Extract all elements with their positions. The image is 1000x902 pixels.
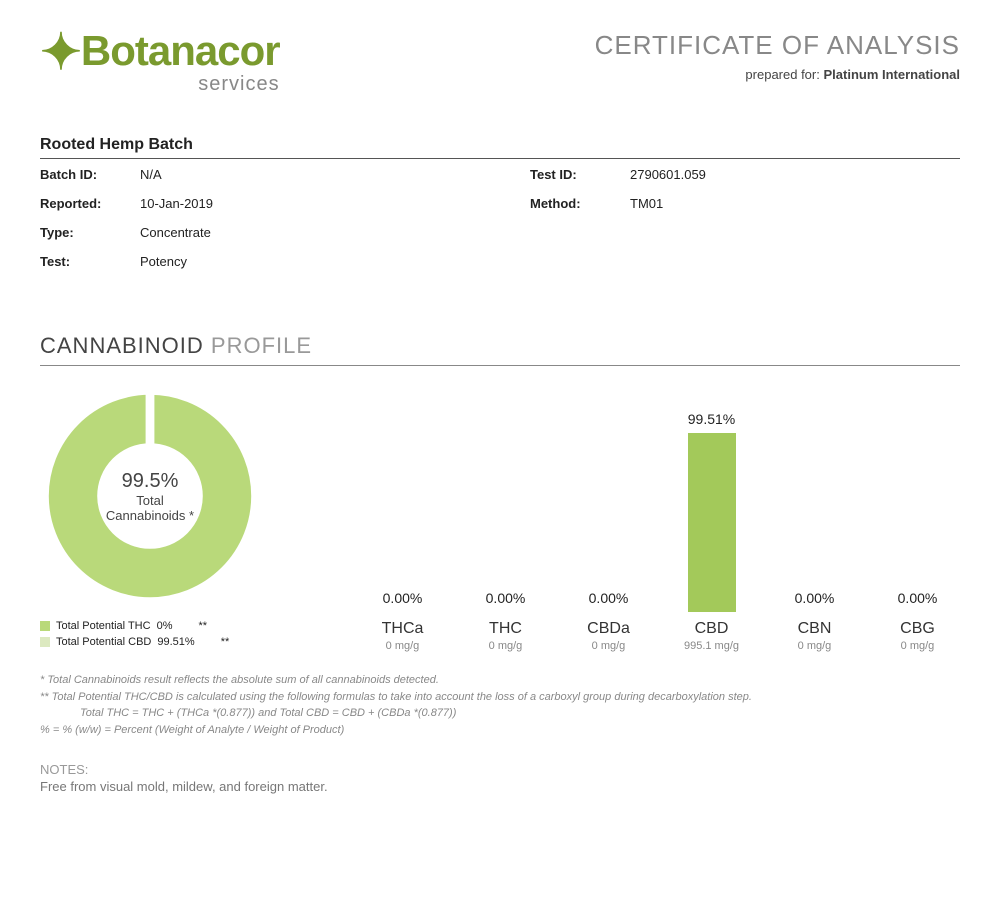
legend-row: Total Potential THC 0% ** bbox=[40, 620, 320, 632]
bar-pct: 0.00% bbox=[589, 590, 629, 606]
meta-row: Test:Potency bbox=[40, 254, 470, 269]
legend: Total Potential THC 0%**Total Potential … bbox=[40, 620, 320, 648]
prepared-value: Platinum International bbox=[823, 67, 960, 82]
certificate-block: CERTIFICATE OF ANALYSIS prepared for: Pl… bbox=[595, 30, 960, 82]
notes-body: Free from visual mold, mildew, and forei… bbox=[40, 779, 960, 794]
bar-column: 0.00% CBDa 0 mg/g bbox=[566, 392, 651, 652]
bar-label: THC bbox=[489, 620, 522, 638]
legend-row: Total Potential CBD 99.51% ** bbox=[40, 636, 320, 648]
meta-label: Test: bbox=[40, 254, 140, 269]
notes-block: NOTES: Free from visual mold, mildew, an… bbox=[40, 762, 960, 794]
meta-label: Batch ID: bbox=[40, 167, 140, 182]
section-title: CANNABINOID PROFILE bbox=[40, 333, 960, 359]
logo-text: Botanacor bbox=[81, 27, 280, 74]
bar-column: 0.00% CBN 0 mg/g bbox=[772, 392, 857, 652]
legend-value: 0% bbox=[157, 620, 173, 632]
bar-mg: 0 mg/g bbox=[489, 640, 523, 652]
meta-value: Potency bbox=[140, 254, 187, 269]
meta-value: 10-Jan-2019 bbox=[140, 196, 213, 211]
bar-rect bbox=[688, 433, 736, 612]
meta-row: Test ID:2790601.059 bbox=[530, 167, 960, 182]
bar-pct: 99.51% bbox=[688, 411, 735, 427]
meta-row: Type:Concentrate bbox=[40, 225, 470, 240]
meta-label: Method: bbox=[530, 196, 630, 211]
prepared-label: prepared for: bbox=[745, 67, 819, 82]
bar-mg: 0 mg/g bbox=[386, 640, 420, 652]
logo: ✦Botanacor services bbox=[40, 30, 280, 96]
bar-mg: 995.1 mg/g bbox=[684, 640, 739, 652]
header: ✦Botanacor services CERTIFICATE OF ANALY… bbox=[40, 30, 960, 96]
legend-label: Total Potential THC bbox=[56, 620, 151, 632]
meta-value: 2790601.059 bbox=[630, 167, 706, 182]
section-title-w1: CANNABINOID bbox=[40, 333, 204, 358]
section-title-w2: PROFILE bbox=[211, 333, 312, 358]
footnote-4: % = % (w/w) = Percent (Weight of Analyte… bbox=[40, 722, 960, 739]
legend-label: Total Potential CBD bbox=[56, 636, 151, 648]
bar-label: CBDa bbox=[587, 620, 630, 638]
bar-mg: 0 mg/g bbox=[901, 640, 935, 652]
legend-swatch bbox=[40, 637, 50, 647]
meta-block: Batch ID:N/AReported:10-Jan-2019Type:Con… bbox=[40, 167, 960, 283]
donut-line2: Total bbox=[136, 493, 163, 508]
donut-block: 99.5% Total Cannabinoids * Total Potenti… bbox=[40, 386, 320, 652]
bar-label: CBG bbox=[900, 620, 935, 638]
bar-label: THCa bbox=[382, 620, 424, 638]
donut-pct: 99.5% bbox=[122, 470, 179, 493]
donut-line3: Cannabinoids * bbox=[106, 508, 194, 523]
bar-mg: 0 mg/g bbox=[798, 640, 832, 652]
bar-label: CBN bbox=[798, 620, 832, 638]
meta-label: Test ID: bbox=[530, 167, 630, 182]
legend-value: 99.51% bbox=[157, 636, 194, 648]
profile-row: 99.5% Total Cannabinoids * Total Potenti… bbox=[40, 386, 960, 652]
footnotes: * Total Cannabinoids result reflects the… bbox=[40, 672, 960, 738]
meta-label: Reported: bbox=[40, 196, 140, 211]
bar-pct: 0.00% bbox=[898, 590, 938, 606]
meta-row: Batch ID:N/A bbox=[40, 167, 470, 182]
meta-col-left: Batch ID:N/AReported:10-Jan-2019Type:Con… bbox=[40, 167, 470, 283]
donut-center: 99.5% Total Cannabinoids * bbox=[40, 386, 260, 606]
footnote-2: ** Total Potential THC/CBD is calculated… bbox=[40, 689, 960, 706]
meta-label: Type: bbox=[40, 225, 140, 240]
meta-row: Method:TM01 bbox=[530, 196, 960, 211]
legend-stars: ** bbox=[198, 620, 207, 632]
bar-label: CBD bbox=[695, 620, 729, 638]
divider bbox=[40, 158, 960, 159]
certificate-title: CERTIFICATE OF ANALYSIS bbox=[595, 30, 960, 61]
logo-main: ✦Botanacor bbox=[40, 30, 280, 75]
meta-value: Concentrate bbox=[140, 225, 211, 240]
footnote-1: * Total Cannabinoids result reflects the… bbox=[40, 672, 960, 689]
donut-chart: 99.5% Total Cannabinoids * bbox=[40, 386, 260, 606]
bar-column: 0.00% THCa 0 mg/g bbox=[360, 392, 445, 652]
bar-pct: 0.00% bbox=[383, 590, 423, 606]
footnote-3: Total THC = THC + (THCa *(0.877)) and To… bbox=[80, 705, 960, 722]
bar-column: 99.51% CBD 995.1 mg/g bbox=[669, 392, 754, 652]
meta-value: TM01 bbox=[630, 196, 663, 211]
legend-stars: ** bbox=[221, 636, 230, 648]
bar-pct: 0.00% bbox=[795, 590, 835, 606]
sample-title: Rooted Hemp Batch bbox=[40, 136, 960, 154]
divider bbox=[40, 365, 960, 366]
bar-chart: 0.00% THCa 0 mg/g 0.00% THC 0 mg/g 0.00% CBDa 0 … bbox=[360, 392, 960, 652]
legend-swatch bbox=[40, 621, 50, 631]
meta-row: Reported:10-Jan-2019 bbox=[40, 196, 470, 211]
bar-column: 0.00% THC 0 mg/g bbox=[463, 392, 548, 652]
notes-title: NOTES: bbox=[40, 762, 960, 777]
bar-pct: 0.00% bbox=[486, 590, 526, 606]
bar-column: 0.00% CBG 0 mg/g bbox=[875, 392, 960, 652]
prepared-for: prepared for: Platinum International bbox=[595, 67, 960, 82]
meta-value: N/A bbox=[140, 167, 162, 182]
bar-mg: 0 mg/g bbox=[592, 640, 626, 652]
meta-col-right: Test ID:2790601.059Method:TM01 bbox=[530, 167, 960, 283]
